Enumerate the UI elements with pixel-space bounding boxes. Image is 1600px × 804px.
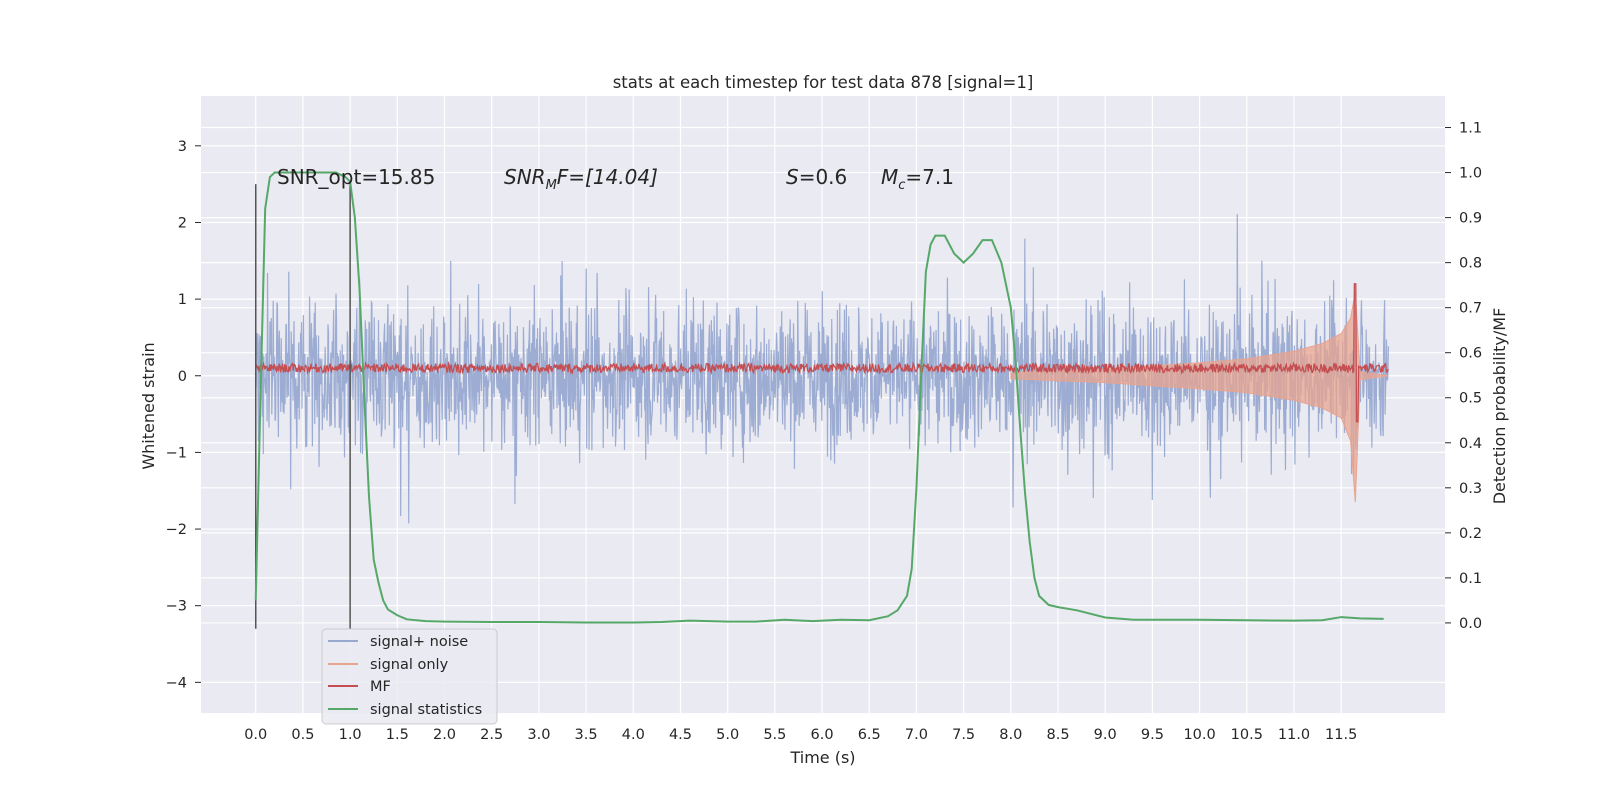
x-tick-label: 8.0 [999, 727, 1022, 743]
y-tick-label-right: 0.0 [1459, 616, 1482, 632]
y-tick-label-left: 1 [178, 292, 187, 308]
x-tick-label: 6.5 [858, 727, 881, 743]
signal-only-envelope [1010, 291, 1389, 503]
annotation-mc-var: M [881, 165, 898, 189]
x-tick-label: 4.0 [622, 727, 645, 743]
x-tick-label: 0.5 [291, 727, 314, 743]
annotation-snr-mf-sub: M [546, 178, 557, 193]
legend: signal+ noise signal only MF signal stat… [321, 628, 498, 725]
x-tick-label: 3.5 [575, 727, 598, 743]
x-tick-label: 1.5 [386, 727, 409, 743]
y-tick-label-right: 0.3 [1459, 481, 1482, 497]
y-tick-label-left: −4 [166, 675, 187, 691]
y-axis-label-left: Whitened strain [139, 342, 158, 469]
signal-statistics-line [254, 171, 1384, 624]
annotation-s-var: S [786, 165, 799, 189]
y-tick-label-right: 1.0 [1459, 166, 1482, 182]
legend-label-signal-only: signal only [370, 657, 449, 673]
vertical-markers [254, 184, 351, 629]
annotation-mc: Mc=7.1 [881, 165, 954, 193]
y-tick-label-right: 0.7 [1459, 301, 1482, 317]
annotation-mc-sub: c [898, 178, 905, 193]
chart-title: stats at each timestep for test data 878… [613, 73, 1034, 92]
x-tick-label: 3.0 [527, 727, 550, 743]
x-tick-label: 9.0 [1094, 727, 1117, 743]
x-tick-label: 5.5 [763, 727, 786, 743]
legend-label-signal-noise: signal+ noise [370, 634, 468, 650]
x-tick-label: 11.0 [1278, 727, 1310, 743]
y-tick-label-right: 0.1 [1459, 571, 1482, 587]
x-tick-label: 10.0 [1183, 727, 1215, 743]
x-tick-label: 0.0 [244, 727, 267, 743]
y-tick-label-left: −3 [166, 599, 187, 615]
series-mf [255, 283, 1389, 423]
x-tick-label: 8.5 [1046, 727, 1069, 743]
y-tick-label-left: 2 [178, 215, 187, 231]
y-tick-label-right: 0.5 [1459, 391, 1482, 407]
legend-label-signal-statistics: signal statistics [370, 702, 482, 718]
y-tick-label-left: 3 [178, 139, 187, 155]
axis-ticks: 0.0 0.5 1.0 1.5 2.0 2.5 3.0 3.5 4.0 4.5 5.0 5.5 6.0 6… [166, 121, 1482, 743]
x-tick-label: 2.0 [433, 727, 456, 743]
y-tick-label-left: −1 [166, 445, 187, 461]
y-tick-label-right: 0.9 [1459, 211, 1482, 227]
y-tick-label-right: 0.6 [1459, 346, 1482, 362]
mf-line [255, 283, 1389, 423]
x-tick-label: 7.0 [905, 727, 928, 743]
x-tick-label: 5.0 [716, 727, 739, 743]
annotation-snr-opt: SNR_opt=15.85 [277, 165, 435, 189]
legend-box [321, 628, 498, 725]
x-tick-label: 11.5 [1325, 727, 1357, 743]
x-tick-label: 7.5 [952, 727, 975, 743]
annotation-s: S=0.6 [786, 165, 847, 189]
series-signal-only [1010, 291, 1389, 503]
x-tick-label: 6.0 [811, 727, 834, 743]
y-tick-label-left: −2 [166, 522, 187, 538]
x-axis-label: Time (s) [789, 748, 855, 767]
y-tick-label-left: 0 [178, 369, 187, 385]
legend-label-mf: MF [370, 679, 391, 695]
x-tick-label: 4.5 [669, 727, 692, 743]
y-axis-label-right: Detection probability/MF [1490, 308, 1509, 505]
annotation-snr-mf-rest: F=[14.04] [557, 165, 658, 189]
x-tick-label: 2.5 [480, 727, 503, 743]
annotation-snr-mf-var: SNR [504, 165, 546, 189]
series-signal-statistics [254, 171, 1384, 624]
annotation-s-rest: =0.6 [799, 165, 848, 189]
annotation-mc-rest: =7.1 [905, 165, 954, 189]
x-tick-label: 9.5 [1141, 727, 1164, 743]
y-tick-label-right: 0.4 [1459, 436, 1482, 452]
y-tick-label-right: 1.1 [1459, 121, 1482, 137]
y-tick-label-right: 0.2 [1459, 526, 1482, 542]
annotation-snr-mf: SNRMF=[14.04] [504, 165, 658, 193]
y-tick-label-right: 0.8 [1459, 256, 1482, 272]
x-tick-label: 10.5 [1231, 727, 1263, 743]
x-tick-label: 1.0 [339, 727, 362, 743]
